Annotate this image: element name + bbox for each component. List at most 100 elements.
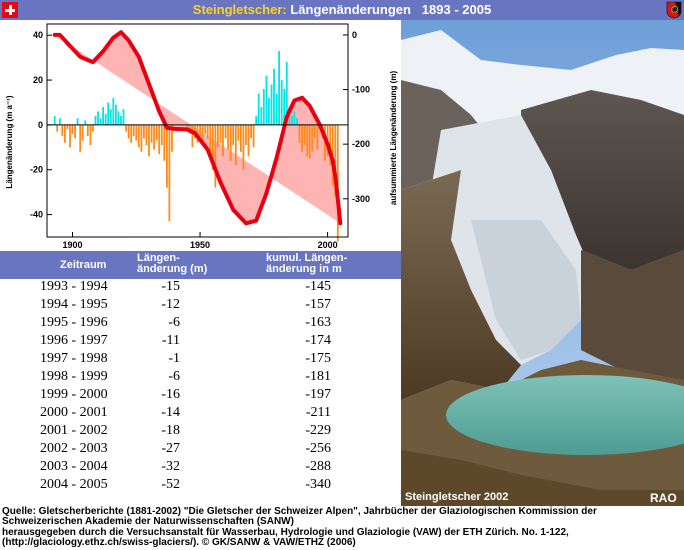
annual-bar — [127, 124, 130, 139]
annual-bar — [155, 124, 158, 141]
cell-period: 1999 - 2000 — [40, 387, 108, 402]
y2-tick-label: 0 — [352, 30, 357, 40]
annual-bar — [303, 124, 306, 146]
x-tick-label: 1950 — [190, 240, 210, 250]
annual-bar — [117, 111, 120, 125]
annual-bar — [107, 102, 110, 125]
y2-axis-label: aufsummierte Längenänderung (m) — [389, 71, 398, 206]
annual-bar — [204, 124, 207, 134]
table-row: 1998 - 1999 -6 -181 — [0, 369, 401, 387]
column-header-change: Längen- änderung (m) — [137, 253, 207, 275]
swiss-flag-icon — [2, 2, 18, 18]
cell-cumulative: -175 — [305, 351, 331, 366]
annual-bar — [71, 124, 74, 134]
annual-bar — [99, 118, 102, 125]
annual-bar — [61, 124, 64, 137]
annual-bar — [76, 118, 79, 125]
column-header-change-line1: Längen- — [137, 252, 180, 264]
annual-bar — [237, 124, 240, 141]
column-header-change-line2: änderung (m) — [137, 263, 208, 275]
title-bar: Steingletscher: Längenänderungen 1893 - … — [0, 0, 684, 20]
annual-bar — [240, 124, 242, 152]
annual-bar — [112, 98, 115, 125]
cell-period: 1994 - 1995 — [40, 297, 108, 312]
title-subject: Längenänderungen — [290, 2, 411, 17]
cell-period: 2001 - 2002 — [40, 423, 108, 438]
annual-bar — [53, 115, 56, 125]
annual-bar — [168, 124, 171, 222]
x-tick-label: 2000 — [318, 240, 338, 250]
cell-change: -32 — [161, 459, 180, 474]
annual-bar — [265, 75, 268, 125]
annual-bar — [86, 124, 89, 137]
y2-tick-label: -200 — [352, 139, 370, 149]
annual-bar — [201, 124, 204, 146]
annual-bar — [158, 124, 161, 154]
annual-bar — [125, 124, 127, 132]
table-row: 1997 - 1998 -1 -175 — [0, 351, 401, 369]
annual-bar — [275, 93, 278, 125]
source-citation: Quelle: Gletscherberichte (1881-2002) "D… — [2, 506, 682, 548]
annual-bar — [145, 124, 148, 146]
cell-change: -27 — [161, 441, 180, 456]
annual-bar — [84, 120, 87, 125]
bern-coat-of-arms-icon — [666, 1, 682, 19]
glacier-landscape-image — [401, 20, 684, 506]
annual-bar — [153, 124, 155, 150]
column-header-cumulative-line2: änderung in m — [266, 263, 342, 275]
cell-cumulative: -229 — [305, 423, 331, 438]
cell-change: -1 — [168, 351, 180, 366]
source-line: herausgegeben durch die Versuchsanstalt … — [2, 526, 569, 538]
annual-bar — [81, 124, 84, 141]
annual-bar — [311, 124, 314, 152]
cell-change: -6 — [168, 315, 180, 330]
cell-cumulative: -163 — [305, 315, 331, 330]
column-header-cumulative-line1: kumul. Längen- — [266, 252, 348, 264]
y-tick-label: 0 — [38, 120, 43, 130]
annual-bar — [171, 124, 173, 152]
annual-bar — [278, 50, 280, 125]
annual-bar — [104, 113, 107, 125]
cell-change: -11 — [161, 333, 180, 348]
cumulative-line-group — [52, 30, 343, 226]
annual-bar — [122, 109, 125, 125]
annual-bar — [214, 124, 217, 188]
y-tick-label: 40 — [33, 30, 43, 40]
annual-bar — [234, 124, 237, 166]
table-header: Zeitraum Längen- änderung (m) kumul. Län… — [0, 251, 401, 279]
cell-period: 2000 - 2001 — [40, 405, 108, 420]
annual-bar — [250, 124, 252, 139]
annual-bars — [53, 50, 339, 242]
cumulative-line — [52, 30, 343, 226]
annual-bar — [137, 124, 140, 148]
annual-bar — [217, 124, 219, 148]
cell-period: 1993 - 1994 — [40, 279, 108, 294]
annual-bar — [273, 68, 275, 125]
annual-bar — [262, 89, 265, 125]
annual-bar — [316, 124, 319, 150]
page-title: Steingletscher: Längenänderungen 1893 - … — [0, 2, 684, 17]
annual-bar — [115, 104, 117, 125]
cell-cumulative: -211 — [305, 405, 331, 420]
annual-bar — [199, 124, 201, 137]
annual-bar — [102, 107, 104, 125]
table-row: 1994 - 1995 -12 -157 — [0, 297, 401, 315]
axis-ticks: 40 20 0 -20 -40 0 -100 -200 -300 1900 1950 2000 — [30, 30, 370, 250]
cell-period: 1998 - 1999 — [40, 369, 108, 384]
y-tick-label: 20 — [33, 75, 43, 85]
y-axis-label: Längenänderung (m a⁻¹) — [5, 95, 14, 188]
annual-bar — [160, 124, 163, 146]
annual-bar — [140, 124, 143, 152]
table-row: 2003 - 2004 -32 -288 — [0, 459, 401, 477]
annual-bar — [219, 124, 222, 143]
cell-period: 1997 - 1998 — [40, 351, 108, 366]
annual-bar — [329, 124, 332, 166]
annual-bar — [163, 124, 166, 161]
table-row: 1993 - 1994 -15 -145 — [0, 279, 401, 297]
annual-bar — [94, 115, 97, 125]
annual-bar — [66, 124, 69, 130]
table-row: 1995 - 1996 -6 -163 — [0, 315, 401, 333]
cell-period: 2004 - 2005 — [40, 477, 108, 492]
table-row: 2001 - 2002 -18 -229 — [0, 423, 401, 441]
y2-tick-label: -300 — [352, 194, 370, 204]
